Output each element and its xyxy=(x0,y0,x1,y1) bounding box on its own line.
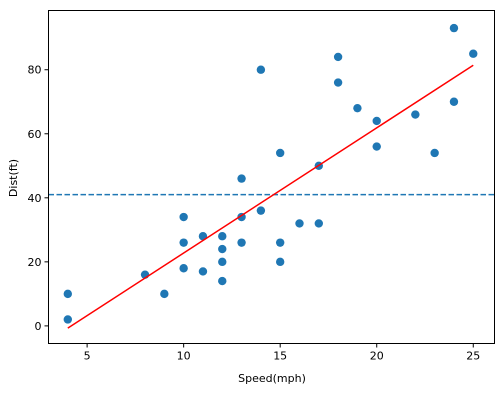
data-point xyxy=(198,267,208,276)
data-point xyxy=(218,232,227,241)
x-axis-ticks: 5 10 15 20 25 xyxy=(84,343,480,363)
x-tick-label: 25 xyxy=(466,350,480,363)
y-axis-label: Dist(ft) xyxy=(7,159,20,197)
data-point xyxy=(63,289,73,299)
data-point xyxy=(411,110,420,119)
data-point xyxy=(353,103,362,113)
data-point xyxy=(218,257,227,267)
regression-line xyxy=(67,64,474,329)
data-point xyxy=(469,49,478,58)
x-tick-label: 10 xyxy=(177,350,191,363)
x-tick-label: 5 xyxy=(84,350,91,363)
data-point xyxy=(179,212,188,222)
data-point xyxy=(295,219,304,228)
x-tick-label: 20 xyxy=(370,350,384,363)
y-tick-label: 60 xyxy=(28,128,42,141)
y-tick-label: 20 xyxy=(28,256,42,269)
data-point xyxy=(430,148,439,158)
data-point xyxy=(314,219,324,228)
data-point xyxy=(237,238,246,247)
plot-frame xyxy=(48,10,495,344)
data-point xyxy=(275,257,285,267)
data-point xyxy=(256,206,266,215)
x-tick-label: 15 xyxy=(273,350,287,363)
data-point xyxy=(449,97,459,106)
data-point xyxy=(275,148,285,158)
data-point xyxy=(237,174,246,183)
data-point xyxy=(179,238,188,247)
data-point xyxy=(179,264,188,273)
y-axis-ticks: 0 20 40 60 80 xyxy=(28,64,49,333)
y-tick-label: 0 xyxy=(35,320,42,333)
data-point xyxy=(333,78,343,87)
data-point xyxy=(372,142,381,151)
data-point xyxy=(63,315,73,324)
y-tick-label: 40 xyxy=(28,192,42,205)
data-point xyxy=(256,65,266,74)
plot-area xyxy=(48,23,495,329)
data-point xyxy=(449,23,459,33)
y-tick-label: 80 xyxy=(28,64,42,77)
data-point xyxy=(333,52,343,62)
data-point xyxy=(218,276,227,286)
x-axis-label: Speed(mph) xyxy=(238,372,306,385)
data-point xyxy=(160,289,169,299)
data-point xyxy=(372,116,381,126)
data-point xyxy=(218,244,227,254)
data-point xyxy=(275,238,285,247)
